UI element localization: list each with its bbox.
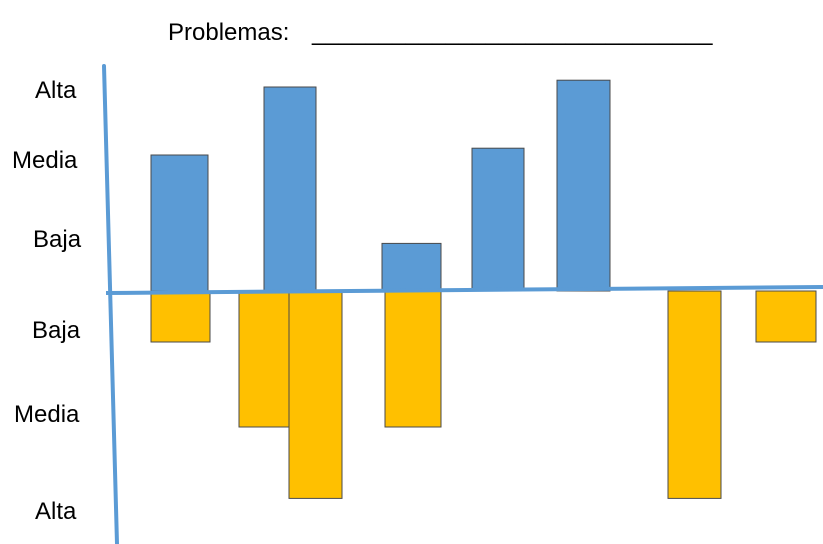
y-tick-label-bottom-baja: Baja: [32, 317, 81, 344]
bar-series-1-1: [238, 290, 291, 428]
y-tick-label-bottom-alta: Alta: [35, 498, 77, 525]
x-axis-line: [105, 285, 823, 295]
bar-series-0-0: [150, 154, 209, 292]
bar-series-0-1: [263, 86, 317, 292]
bar-series-1-6: [667, 290, 722, 499]
y-tick-label-bottom-media: Media: [14, 401, 80, 428]
y-tick-label-top-media: Media: [12, 147, 78, 174]
bar-series-1-2: [288, 290, 343, 499]
y-tick-labels-bottom: Baja Media Alta: [14, 317, 81, 525]
y-tick-label-top-alta: Alta: [35, 77, 77, 104]
bar-series-1-7: [755, 290, 817, 343]
bar-series-0-3: [381, 242, 442, 292]
bars-group: [150, 79, 817, 499]
y-tick-labels-top: Alta Media Baja: [12, 77, 82, 253]
bar-series-1-3: [384, 290, 442, 428]
chart-title: Problemas: _____________________________…: [168, 19, 713, 46]
y-axis-line: [102, 64, 119, 544]
y-tick-label-top-baja: Baja: [33, 226, 82, 253]
bar-series-0-5: [556, 79, 611, 292]
chart-title-blank: ______________________________: [311, 19, 713, 46]
bar-series-0-4: [471, 147, 525, 292]
chart-title-text: Problemas:: [168, 19, 289, 46]
bar-series-1-0: [150, 290, 211, 343]
